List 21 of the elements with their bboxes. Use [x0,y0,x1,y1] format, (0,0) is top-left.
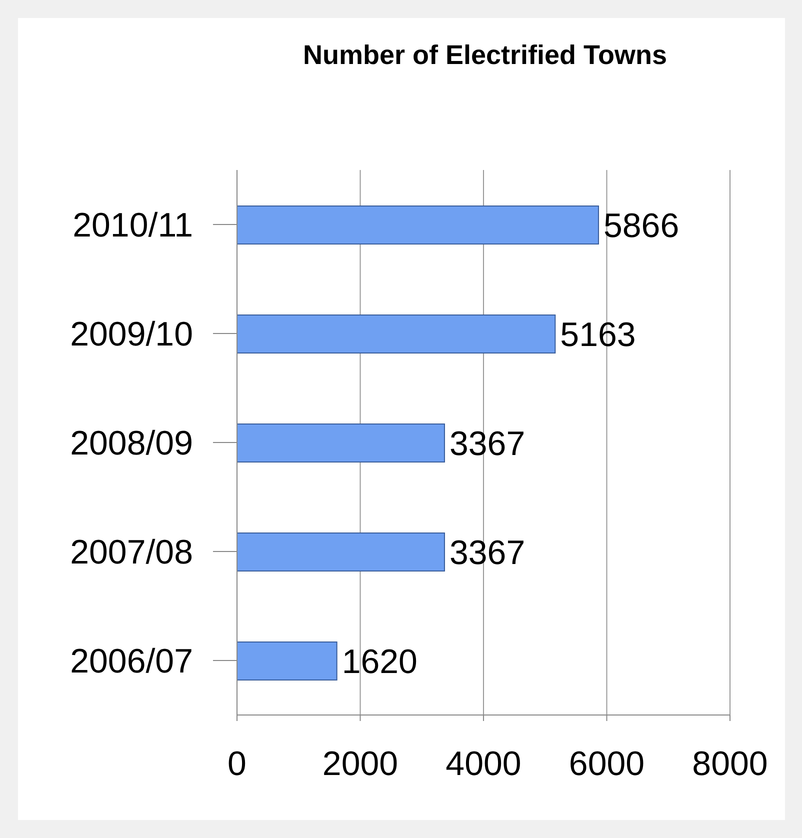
y-tick-label: 2008/09 [70,424,193,463]
y-tick-label: 2007/08 [70,534,193,572]
data-label: 1620 [342,643,418,682]
bar [237,314,556,354]
data-label: 5866 [603,207,680,246]
x-tick-label: 2000 [322,745,398,784]
y-tick-label: 2006/07 [70,642,193,681]
chart-title: Number of Electrified Towns [302,40,668,71]
x-tick-label: 8000 [692,745,768,784]
data-label: 3367 [449,534,526,572]
x-tick-label: 4000 [446,745,522,784]
bar [237,642,338,680]
x-tick-label: 0 [228,745,246,784]
data-label: 5163 [560,316,636,354]
bar [237,532,445,572]
bar [237,424,445,462]
y-tick-label: 2009/10 [70,316,193,354]
y-tick-label: 2010/11 [72,206,193,245]
bar [237,206,599,244]
data-label: 3367 [449,425,526,464]
x-tick-label: 6000 [568,745,645,784]
